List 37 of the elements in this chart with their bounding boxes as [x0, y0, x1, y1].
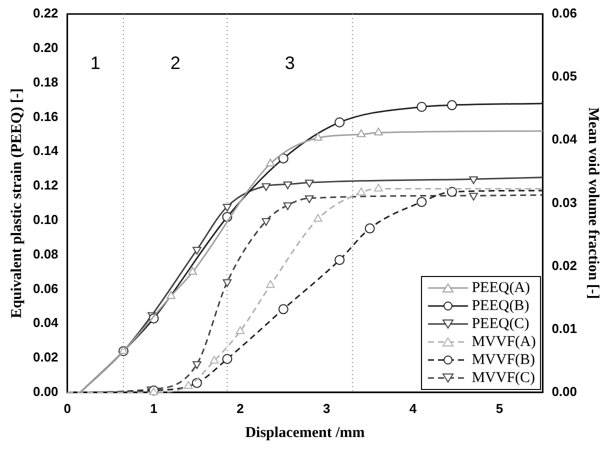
y-tick-label: 0.18 [32, 74, 58, 90]
x-tick-label: 4 [409, 400, 418, 416]
x-tick-label: 0 [64, 400, 71, 416]
annotation: 2 [170, 52, 180, 73]
y-tick-label: 0.22 [32, 6, 58, 21]
x-tick-label: 5 [496, 400, 504, 416]
x-axis-title: Displacement /mm [245, 424, 366, 441]
y-tick-label: 0.16 [32, 108, 58, 124]
y2-tick-label: 0.05 [552, 68, 578, 84]
annotation: 1 [90, 52, 100, 73]
legend-label: PEEQ(C) [472, 315, 530, 334]
y2-tick-label: 0.01 [552, 320, 578, 336]
legend-label: PEEQ(B) [472, 297, 530, 316]
legend-label: PEEQ(A) [472, 279, 530, 298]
y-tick-label: 0.06 [32, 280, 58, 296]
y2-tick-label: 0.06 [552, 6, 578, 21]
y2-tick-label: 0.04 [552, 132, 578, 147]
y-tick-label: 0.00 [32, 384, 58, 399]
y-axis-title: Equivalent plastic strain (PEEQ) [-] [8, 88, 25, 318]
legend-label: MVVF(B) [472, 351, 536, 370]
y2-tick-label: 0.03 [552, 194, 578, 210]
y2-tick-label: 0.00 [552, 384, 578, 399]
y-tick-label: 0.10 [32, 212, 58, 227]
y-tick-label: 0.14 [32, 143, 60, 158]
legend-label: MVVF(A) [472, 333, 536, 352]
x-tick-label: 3 [322, 400, 330, 416]
legend-label: MVVF(C) [472, 369, 536, 388]
y-tick-label: 0.02 [32, 350, 58, 365]
y2-axis-title: Mean void volume fraction [-] [585, 107, 602, 300]
y-tick-label: 0.04 [32, 315, 60, 330]
y2-tick-label: 0.02 [552, 258, 578, 273]
y-tick-label: 0.20 [32, 40, 58, 55]
y-tick-label: 0.08 [32, 246, 58, 262]
y-tick-label: 0.12 [32, 178, 58, 193]
x-tick-label: 2 [236, 400, 244, 416]
annotation: 3 [284, 52, 295, 73]
x-tick-label: 1 [150, 400, 158, 416]
